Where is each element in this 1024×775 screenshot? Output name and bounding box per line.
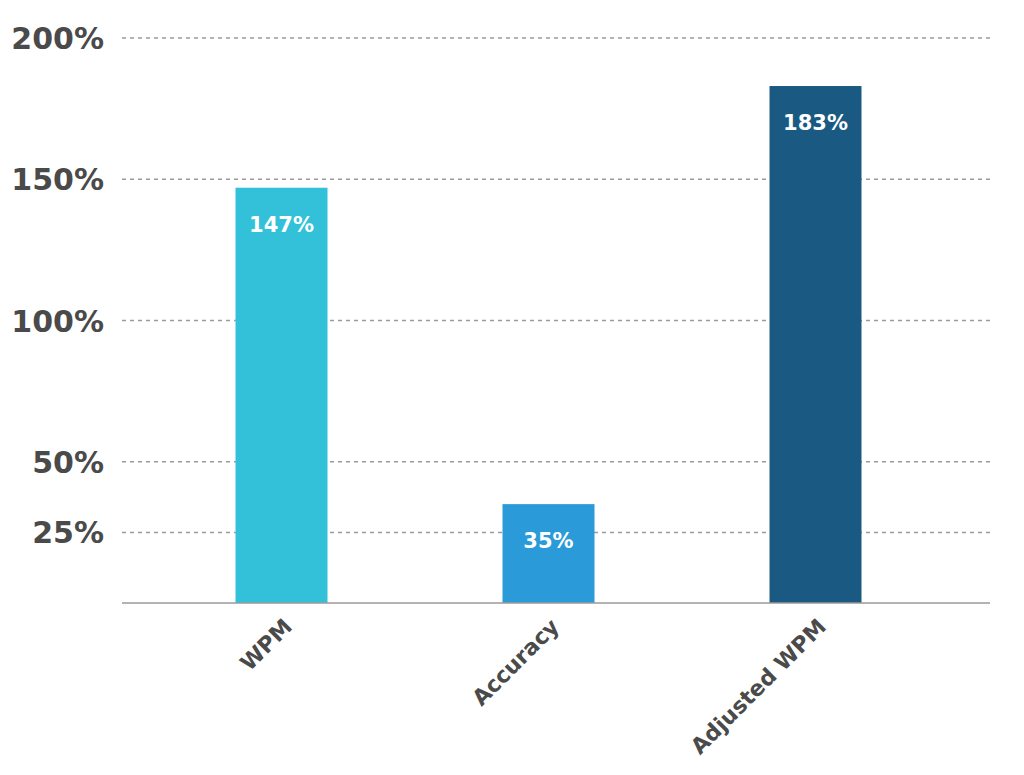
labels: 147% 35% 183% — [249, 111, 848, 553]
bars — [236, 86, 862, 603]
y-axis-line — [122, 38, 123, 603]
tick-label: 50% — [32, 445, 104, 480]
category-label: Adjusted WPM — [686, 614, 831, 759]
category-label: Accuracy — [467, 614, 564, 711]
data-label: 147% — [249, 213, 314, 237]
tick-label: 150% — [11, 162, 104, 197]
grid-line — [122, 37, 990, 39]
data-label: 183% — [783, 111, 848, 135]
data-label: 35% — [523, 529, 573, 553]
tick-label: 25% — [32, 515, 104, 550]
category-label: WPM — [235, 614, 297, 676]
bar — [503, 504, 595, 603]
chart: 25% 50% 100% 150% 200% 147% 35% 183% WPM Accuracy… — [0, 0, 1024, 775]
bar — [236, 188, 328, 603]
tick-label: 200% — [11, 21, 104, 56]
tick-label: 100% — [11, 304, 104, 339]
bar — [770, 86, 862, 603]
x-axis-line — [122, 602, 990, 604]
chart-container: 25% 50% 100% 150% 200% 147% 35% 183% WPM Accuracy… — [0, 0, 1024, 775]
